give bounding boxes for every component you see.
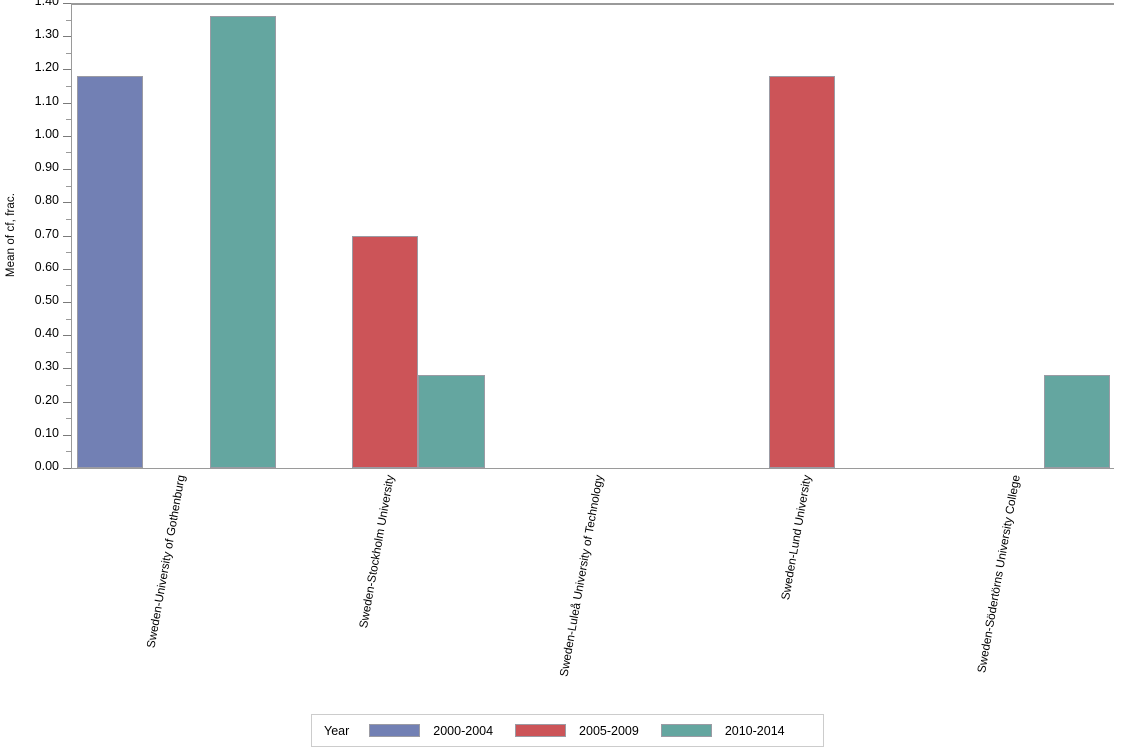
- legend-swatch: [660, 724, 712, 737]
- y-tick-mark: [63, 401, 71, 403]
- x-tick-label-text: Sweden-University of Gothenburg: [144, 474, 189, 649]
- y-axis-title: Mean of cf, frac.: [0, 0, 22, 470]
- y-tick-label: 0.00: [34, 459, 59, 473]
- y-minor-tick-mark: [66, 351, 71, 353]
- y-minor-tick-mark: [66, 52, 71, 54]
- x-tick-label-text: Sweden-Södertörns University College: [974, 474, 1023, 674]
- y-tick-label: 0.70: [34, 226, 59, 241]
- legend-entry[interactable]: 2010-2014: [660, 723, 785, 738]
- x-tick-label-text: Sweden-Luleå University of Technology: [556, 474, 606, 678]
- y-tick-mark: [63, 3, 71, 4]
- y-minor-tick-mark: [66, 185, 71, 187]
- y-tick-mark: [63, 268, 71, 270]
- y-tick-mark: [63, 202, 71, 204]
- y-tick-mark: [63, 169, 71, 171]
- y-tick-label: 1.00: [34, 126, 59, 141]
- y-tick-mark: [63, 36, 71, 38]
- x-tick-label-text: Sweden-Stockholm University: [356, 474, 397, 630]
- bar: [418, 375, 485, 468]
- legend-entry[interactable]: 2005-2009: [515, 724, 639, 738]
- y-minor-tick-mark: [66, 86, 71, 88]
- bar: [209, 16, 277, 468]
- x-axis-line: [71, 468, 1114, 469]
- y-tick-mark: [63, 301, 71, 303]
- legend-swatch: [515, 724, 567, 737]
- y-tick-label: 0.50: [34, 292, 59, 307]
- plot-area: [71, 3, 1114, 468]
- y-tick-label: 0.80: [34, 193, 59, 208]
- legend-label: 2010-2014: [724, 723, 785, 738]
- legend-label: 2000-2004: [433, 723, 494, 738]
- y-tick-label: 1.20: [34, 60, 59, 75]
- y-tick-mark: [63, 368, 71, 370]
- y-tick-label: 0.40: [34, 326, 59, 341]
- bar: [351, 235, 419, 468]
- legend: Year 2000-2004 2005-2009 2010-2014: [311, 714, 824, 747]
- bar: [768, 76, 836, 468]
- y-minor-tick-mark: [66, 451, 71, 453]
- y-tick-label: 1.40: [34, 0, 59, 8]
- legend-label: 2005-2009: [579, 723, 639, 738]
- y-minor-tick-mark: [66, 285, 71, 287]
- y-minor-tick-mark: [66, 119, 71, 121]
- legend-title: Year: [324, 723, 350, 738]
- y-minor-tick-mark: [66, 418, 71, 420]
- y-minor-tick-mark: [66, 384, 71, 386]
- y-tick-mark: [63, 135, 71, 137]
- y-tick-mark: [63, 102, 71, 104]
- legend-swatch: [369, 724, 421, 737]
- x-tick-label-text: Sweden-Lund University: [779, 474, 814, 602]
- y-minor-tick-mark: [66, 252, 71, 254]
- y-tick-mark: [63, 235, 71, 237]
- y-axis-title-text: Mean of cf, frac.: [5, 192, 17, 278]
- y-tick-mark: [63, 69, 71, 71]
- y-tick-label: 1.10: [34, 93, 59, 108]
- y-tick-mark: [63, 335, 71, 337]
- y-tick-label: 0.30: [34, 359, 59, 374]
- y-minor-tick-mark: [66, 318, 71, 320]
- legend-entries: 2000-2004 2005-2009 2010-2014: [369, 724, 806, 738]
- y-tick-label: 0.10: [34, 425, 59, 440]
- y-minor-tick-mark: [66, 218, 71, 220]
- y-tick-label: 0.90: [34, 160, 59, 175]
- y-minor-tick-mark: [66, 19, 71, 21]
- y-tick-label: 1.30: [34, 27, 59, 42]
- bars-container: [72, 5, 1114, 468]
- y-tick-mark: [63, 468, 71, 469]
- y-minor-tick-mark: [66, 152, 71, 154]
- bar: [76, 76, 144, 468]
- y-tick-mark: [63, 434, 71, 436]
- y-tick-label: 0.20: [34, 392, 59, 407]
- legend-entry[interactable]: 2000-2004: [369, 724, 493, 738]
- bar: [1043, 375, 1111, 468]
- y-tick-label: 0.60: [34, 259, 59, 274]
